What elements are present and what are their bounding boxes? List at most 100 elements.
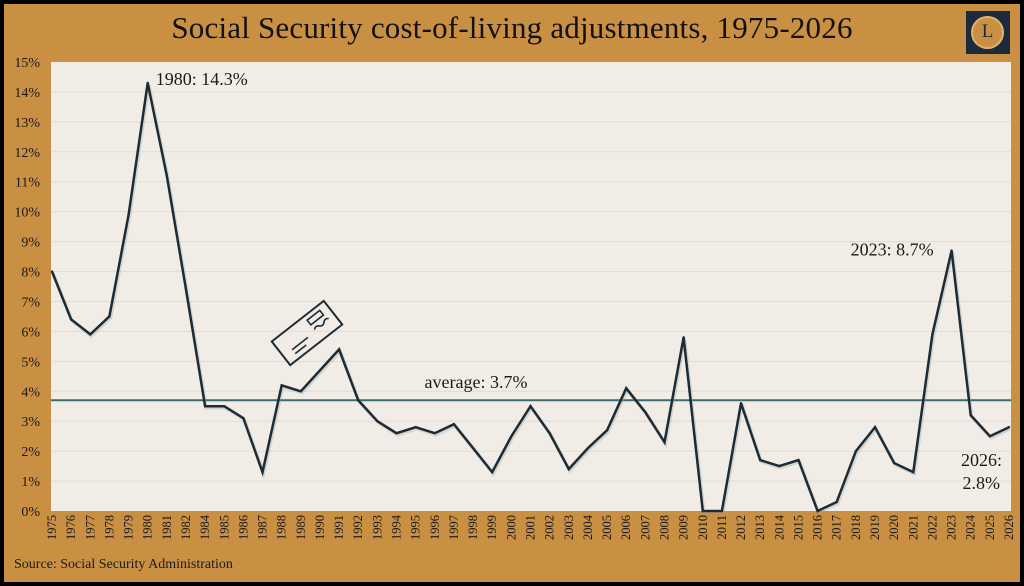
data-point [605, 428, 609, 432]
x-tick-label: 1982 [179, 515, 193, 540]
data-point [835, 500, 838, 504]
data-point [739, 402, 743, 405]
data-point [414, 425, 417, 429]
y-tick-label: 0% [21, 505, 40, 520]
data-point [184, 288, 188, 291]
y-tick-label: 12% [14, 146, 40, 161]
data-point [644, 411, 647, 414]
annotation-2023: 2023: 8.7% [851, 240, 934, 260]
x-tick-label: 2011 [715, 515, 729, 540]
data-point [682, 336, 685, 339]
x-tick-label: 1989 [294, 515, 308, 540]
data-point [816, 509, 819, 513]
series-cola [50, 81, 1011, 515]
data-point [931, 333, 934, 336]
data-point [567, 467, 570, 471]
x-tick-label: 1997 [447, 515, 461, 540]
data-point [701, 509, 704, 513]
data-point [203, 405, 207, 408]
data-point [950, 249, 953, 252]
data-point [318, 369, 322, 372]
data-point [337, 348, 341, 351]
average-reference: average: 3.7% [51, 372, 1011, 402]
annotation-2026-year: 2026: [961, 450, 1002, 470]
logo-letter: L [981, 21, 994, 42]
logo: L [966, 11, 1010, 54]
x-tick-label: 2002 [543, 515, 557, 540]
data-point [1007, 425, 1011, 429]
x-tick-label: 1999 [485, 515, 499, 540]
x-tick-label: 2012 [734, 515, 748, 540]
data-point [548, 431, 551, 435]
data-point [529, 405, 532, 408]
x-tick-label: 2020 [887, 515, 901, 540]
annotation-2026-value: 2.8% [963, 473, 1001, 493]
data-point [854, 449, 858, 453]
x-tick-label: 2019 [868, 515, 882, 540]
y-tick-label: 2% [21, 445, 40, 460]
data-point [223, 405, 226, 408]
coin-logo-icon: L [971, 16, 1004, 49]
data-point [452, 422, 456, 426]
annotation-1980: 1980: 14.3% [156, 69, 248, 89]
data-point [433, 431, 436, 435]
x-tick-label: 1981 [160, 515, 174, 540]
x-axis: 1975 1976 1977 1978 1979 1980 1981 1982 1984 1985… [45, 514, 1016, 540]
data-point [969, 414, 972, 417]
data-point [146, 81, 149, 85]
data-point [280, 384, 283, 387]
gridlines [51, 91, 1011, 482]
x-tick-label: 1995 [409, 515, 423, 540]
x-tick-label: 2000 [504, 515, 518, 540]
data-point [912, 470, 915, 474]
x-tick-label: 2014 [772, 514, 786, 540]
x-tick-label: 2003 [562, 515, 576, 540]
y-tick-label: 13% [14, 116, 40, 131]
x-tick-label: 1993 [370, 515, 384, 540]
check-icon [270, 299, 344, 367]
x-tick-label: 2015 [791, 515, 805, 540]
x-tick-label: 2001 [524, 515, 538, 540]
data-point [586, 446, 590, 450]
data-point [471, 446, 475, 450]
x-tick-label: 1992 [351, 515, 365, 540]
x-tick-label: 2023 [945, 515, 959, 540]
data-point [778, 464, 781, 468]
data-point [50, 270, 54, 273]
data-point [165, 174, 169, 177]
x-tick-label: 1980 [141, 515, 155, 540]
data-point [720, 509, 724, 513]
data-point [892, 461, 896, 465]
x-tick-label: 2018 [849, 515, 863, 540]
y-tick-label: 3% [21, 415, 40, 430]
y-tick-label: 6% [21, 325, 40, 340]
x-tick-label: 1991 [332, 515, 346, 540]
x-tick-label: 2009 [677, 515, 691, 540]
x-tick-label: 1988 [275, 515, 289, 540]
y-tick-label: 5% [21, 355, 40, 370]
y-tick-label: 8% [21, 266, 40, 281]
x-tick-label: 2022 [925, 515, 939, 540]
chart-title: Social Security cost-of-living adjustmen… [171, 10, 853, 45]
y-tick-label: 4% [21, 385, 40, 400]
data-point [242, 417, 245, 420]
x-tick-label: 1985 [217, 515, 231, 540]
y-tick-label: 1% [21, 475, 40, 490]
x-tick-label: 2021 [906, 515, 920, 540]
y-tick-label: 9% [21, 236, 40, 251]
x-tick-label: 1978 [102, 515, 116, 540]
source-note: Source: Social Security Administration [14, 557, 233, 572]
data-point [510, 434, 513, 438]
x-tick-label: 2010 [696, 515, 710, 540]
data-point [127, 213, 130, 216]
x-tick-label: 2026 [1002, 515, 1016, 540]
x-tick-label: 2025 [983, 515, 997, 540]
x-tick-label: 2013 [753, 515, 767, 540]
y-tick-label: 14% [14, 86, 40, 101]
y-tick-label: 15% [14, 56, 40, 71]
x-tick-label: 1990 [313, 515, 327, 540]
x-tick-label: 1986 [236, 515, 250, 540]
data-point [491, 470, 494, 474]
x-tick-label: 2008 [657, 515, 671, 540]
y-tick-label: 10% [14, 206, 40, 221]
